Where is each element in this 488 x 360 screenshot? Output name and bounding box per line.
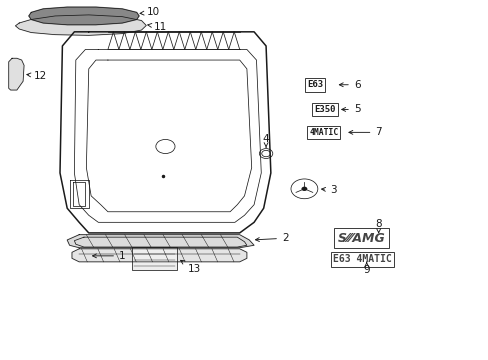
Polygon shape: [16, 15, 146, 35]
Text: S⁄⁄⁄AMG: S⁄⁄⁄AMG: [337, 232, 385, 245]
Text: 12: 12: [27, 71, 47, 81]
Bar: [132, 247, 177, 270]
Text: 4: 4: [262, 134, 269, 147]
Polygon shape: [67, 235, 254, 248]
Text: 1: 1: [92, 251, 125, 261]
Text: 6: 6: [339, 80, 360, 90]
Text: 9: 9: [363, 262, 369, 275]
Text: 2: 2: [255, 233, 288, 243]
Text: E63 4MATIC: E63 4MATIC: [332, 255, 391, 264]
Text: 13: 13: [180, 260, 201, 274]
Text: 11: 11: [147, 22, 167, 32]
Text: 8: 8: [375, 219, 381, 233]
Circle shape: [301, 186, 307, 191]
Text: E63: E63: [306, 80, 322, 89]
Text: 7: 7: [348, 127, 381, 138]
Polygon shape: [9, 58, 24, 90]
Polygon shape: [72, 249, 246, 262]
Text: 5: 5: [341, 104, 360, 114]
Text: 3: 3: [321, 185, 336, 195]
Text: 4MATIC: 4MATIC: [308, 128, 338, 137]
Polygon shape: [29, 7, 139, 25]
Text: 10: 10: [140, 8, 160, 17]
Text: E350: E350: [313, 105, 335, 114]
